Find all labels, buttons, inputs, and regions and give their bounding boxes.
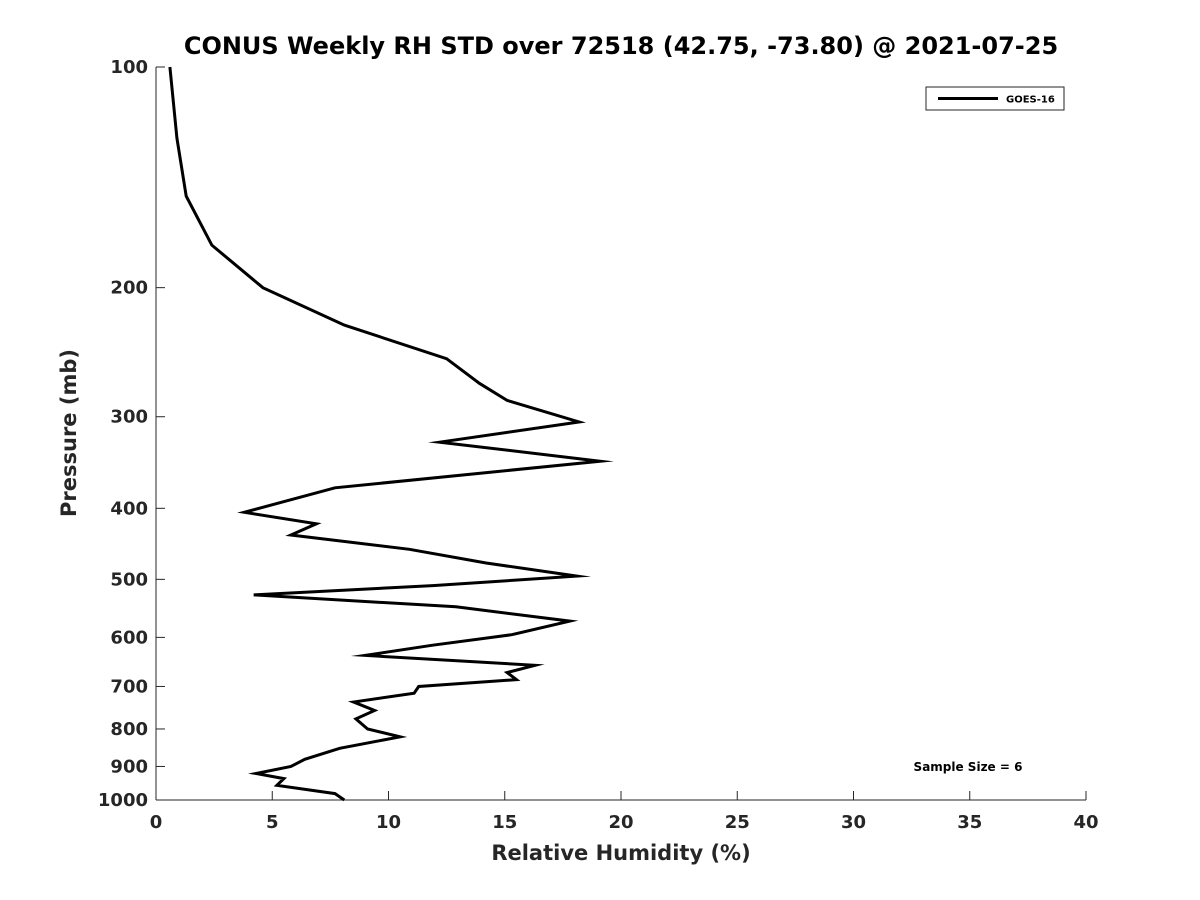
y-tick-label: 600 <box>110 627 148 648</box>
plot-area: 0 5 10 15 20 25 30 35 40 100 200 300 400 500 600 700 800… <box>98 57 1099 833</box>
x-tick-label: 0 <box>150 812 163 833</box>
y-tick-label: 400 <box>110 498 148 519</box>
series-line-goes-16 <box>168 66 614 802</box>
y-tick-label: 100 <box>110 57 148 78</box>
x-tick-label: 25 <box>725 812 750 833</box>
x-axis-label: Relative Humidity (%) <box>491 841 750 865</box>
x-tick-label: 40 <box>1073 812 1098 833</box>
x-tick-label: 30 <box>841 812 866 833</box>
y-tick-label: 500 <box>110 569 148 590</box>
sample-size-annotation: Sample Size = 6 <box>914 760 1023 774</box>
y-tick-label: 900 <box>110 756 148 777</box>
x-tick-label: 20 <box>608 812 633 833</box>
x-tick-label: 5 <box>266 812 279 833</box>
y-axis-label: Pressure (mb) <box>57 349 81 517</box>
x-tick-label: 10 <box>376 812 401 833</box>
y-tick-label: 800 <box>110 719 148 740</box>
y-tick-label: 1000 <box>98 790 148 811</box>
y-tick-label: 200 <box>110 278 148 299</box>
legend-entry-label: GOES-16 <box>1006 95 1055 106</box>
y-tick-label: 700 <box>110 676 148 697</box>
y-tick-label: 300 <box>110 407 148 428</box>
x-tick-label: 15 <box>492 812 517 833</box>
chart-title: CONUS Weekly RH STD over 72518 (42.75, -… <box>184 32 1058 60</box>
x-tick-label: 35 <box>957 812 982 833</box>
